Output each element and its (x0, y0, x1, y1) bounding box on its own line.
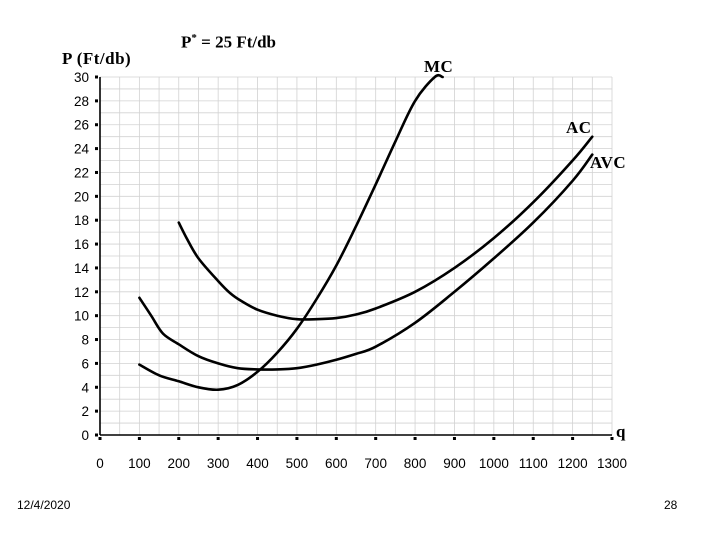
x-tick-label: 700 (364, 456, 387, 471)
x-tick-mark (137, 437, 141, 440)
x-tick-label: 400 (246, 456, 269, 471)
x-axis-label: q (616, 422, 626, 441)
y-tick-mark (95, 361, 98, 365)
x-tick-mark (177, 437, 181, 440)
series-label-avc: AVC (590, 153, 626, 172)
x-tick-label: 200 (168, 456, 191, 471)
equilibrium-price-annotation: P* = 25 Ft/db (181, 32, 276, 53)
y-tick-mark (95, 266, 98, 270)
x-tick-label: 1300 (597, 456, 627, 471)
slide-date: 12/4/2020 (17, 498, 71, 512)
y-tick-mark (95, 409, 98, 413)
y-tick-label: 28 (74, 94, 89, 109)
curve-ac (177, 135, 594, 321)
x-tick-mark (216, 437, 220, 440)
x-tick-label: 300 (207, 456, 230, 471)
x-tick-mark (531, 437, 535, 440)
annotation-label: P (181, 32, 192, 52)
series-labels: MC AC AVC (424, 57, 626, 172)
y-axis-label: P (Ft/db) (62, 49, 132, 68)
slide-number: 28 (664, 498, 678, 512)
y-tick-label: 10 (74, 309, 89, 324)
y-tick-mark (95, 314, 98, 318)
y-tick-label: 4 (81, 380, 89, 395)
y-tick-label: 12 (74, 285, 89, 300)
y-tick-mark (95, 242, 98, 246)
x-tick-mark (452, 437, 456, 440)
y-tick-mark (95, 194, 98, 198)
y-tick-label: 14 (74, 261, 90, 276)
x-tick-mark (492, 437, 496, 440)
series-label-mc: MC (424, 57, 453, 76)
y-tick-label: 6 (81, 356, 89, 371)
y-tick-label: 26 (74, 118, 89, 133)
axes (99, 77, 612, 436)
x-tick-label: 600 (325, 456, 348, 471)
y-tick-label: 22 (74, 165, 89, 180)
x-tick-mark (374, 437, 378, 440)
x-tick-label: 900 (443, 456, 466, 471)
y-tick-mark (95, 290, 98, 294)
y-tick-mark (95, 218, 98, 222)
x-tick-label: 1200 (558, 456, 588, 471)
y-tick-label: 0 (81, 428, 89, 443)
y-tick-label: 20 (74, 189, 89, 204)
curves (138, 73, 594, 392)
x-tick-mark (413, 437, 417, 440)
y-tick-label: 16 (74, 237, 89, 252)
x-tick-mark (571, 437, 575, 440)
x-tick-label: 1000 (479, 456, 509, 471)
y-tick-label: 18 (74, 213, 89, 228)
y-tick-label: 24 (74, 142, 90, 157)
series-label-ac: AC (566, 118, 592, 137)
x-tick-mark (295, 437, 299, 440)
curve-mc (138, 73, 444, 392)
y-tick-mark (95, 385, 98, 389)
annotation-rest: = 25 Ft/db (196, 32, 277, 52)
x-tick-label: 100 (128, 456, 151, 471)
y-tick-label: 30 (74, 70, 89, 85)
x-tick-mark (98, 437, 102, 440)
y-tick-mark (95, 123, 98, 127)
curve-avc (138, 153, 594, 371)
x-tick-label: 500 (286, 456, 309, 471)
y-tick-label: 2 (81, 404, 89, 419)
x-tick-mark (256, 437, 260, 440)
y-tick-mark (95, 75, 98, 79)
y-tick-mark (95, 147, 98, 151)
y-tick-mark (95, 170, 98, 174)
x-tick-label: 0 (96, 456, 104, 471)
x-tick-label: 1100 (519, 456, 548, 471)
y-tick-mark (95, 99, 98, 103)
y-tick-mark (95, 338, 98, 342)
x-tick-label: 800 (404, 456, 427, 471)
y-tick-label: 8 (81, 333, 89, 348)
annotation-superscript: * (191, 32, 197, 44)
x-tick-mark (334, 437, 338, 440)
y-tick-mark (95, 433, 98, 437)
x-tick-mark (610, 437, 614, 440)
